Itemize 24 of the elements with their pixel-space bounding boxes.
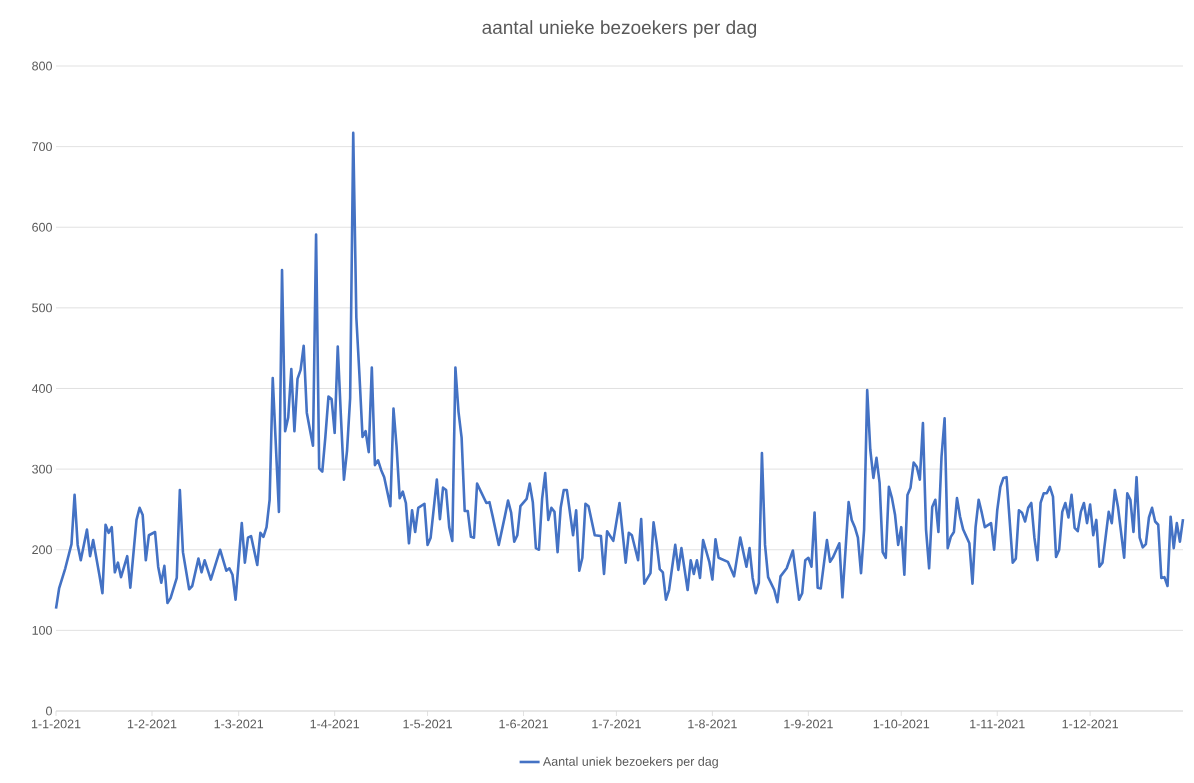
x-tick-label: 1-8-2021	[688, 719, 737, 729]
x-tick-label: 1-11-2021	[970, 719, 1025, 729]
line-series	[54, 131, 1185, 610]
x-tick-label: 1-5-2021	[403, 719, 452, 729]
x-tick-label: 1-12-2021	[1062, 719, 1118, 729]
chart-title: aantal unieke bezoekers per dag	[482, 20, 757, 38]
x-tick-label: 1-10-2021	[873, 719, 930, 729]
y-tick-label: 500	[32, 303, 52, 313]
x-tick-label: 1-3-2021	[214, 719, 264, 729]
y-tick-label: 600	[32, 222, 52, 232]
legend-label: Aantal uniek bezoekers per dag	[542, 756, 718, 769]
y-tick-label: 200	[32, 545, 52, 555]
y-tick-label: 700	[32, 142, 52, 152]
x-tick-label: 1-1-2021	[31, 719, 81, 729]
x-tick-label: 1-6-2021	[499, 719, 548, 729]
y-tick-label: 100	[32, 625, 52, 635]
x-tick-label: 1-2-2021	[127, 719, 177, 729]
x-tick-label: 1-4-2021	[310, 719, 360, 729]
y-tick-label: 800	[32, 61, 52, 71]
x-tick-label: 1-7-2021	[592, 719, 641, 729]
y-tick-label: 0	[46, 706, 52, 716]
y-tick-label: 400	[31, 384, 52, 393]
x-tick-label: 1-9-2021	[784, 719, 833, 729]
y-tick-label: 300	[32, 464, 52, 474]
